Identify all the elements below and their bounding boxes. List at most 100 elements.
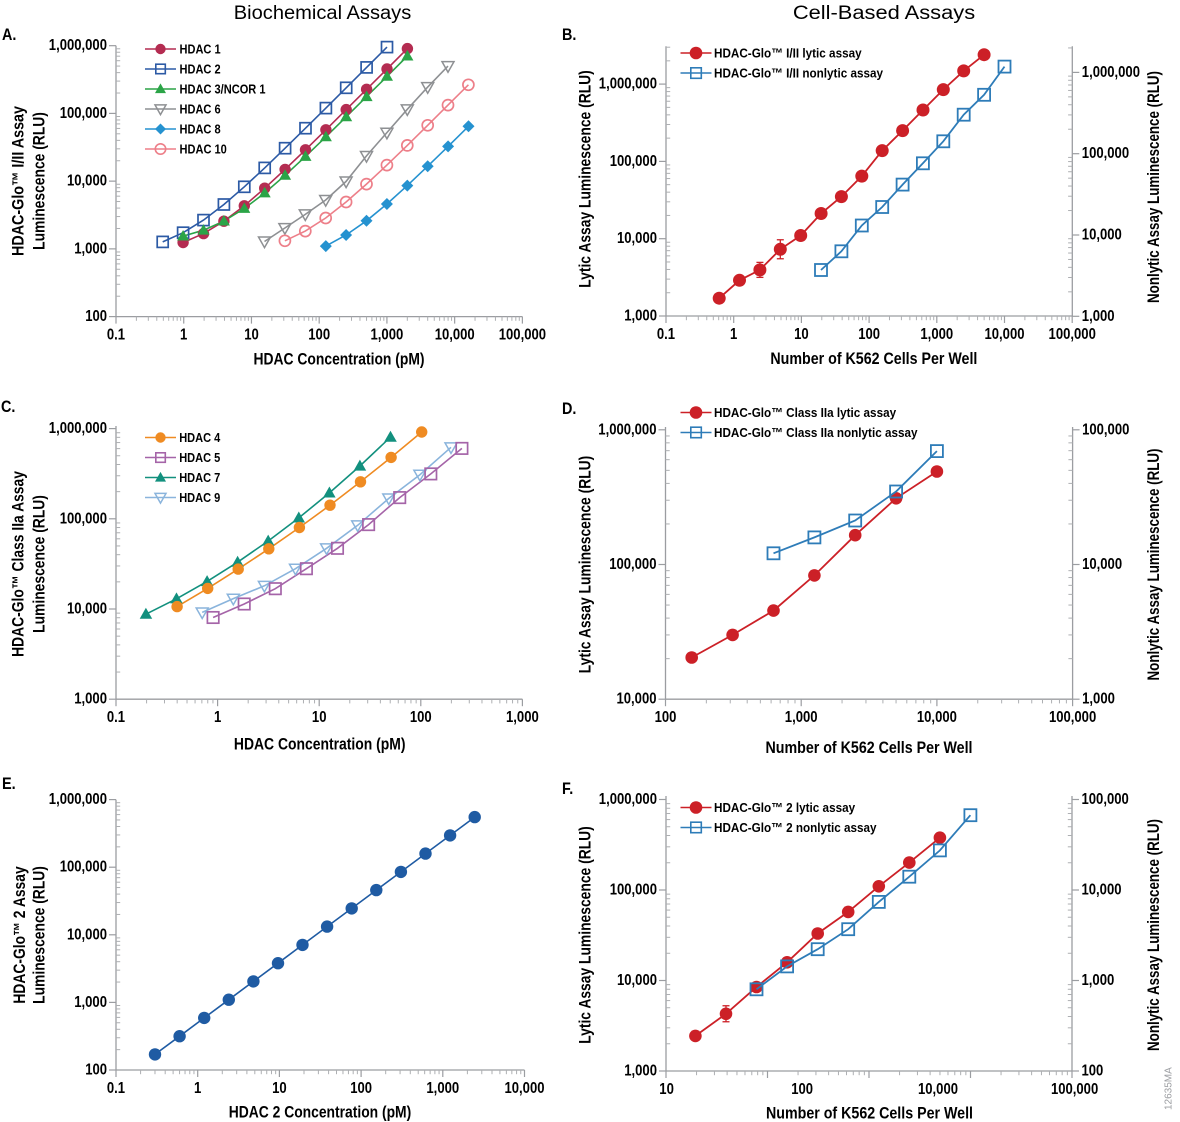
svg-text:100: 100 [350, 1080, 372, 1097]
svg-text:1,000: 1,000 [426, 1080, 459, 1097]
svg-text:Luminescence (RLU): Luminescence (RLU) [31, 495, 49, 633]
svg-text:D.: D. [562, 399, 576, 418]
svg-text:Biochemical Assays: Biochemical Assays [234, 3, 412, 24]
svg-text:Nonlytic Assay Luminescence (R: Nonlytic Assay Luminescence (RLU) [1145, 819, 1163, 1051]
svg-text:HDAC 2: HDAC 2 [180, 62, 221, 77]
svg-text:Number of K562 Cells Per Well: Number of K562 Cells Per Well [766, 1105, 973, 1122]
svg-text:B.: B. [562, 25, 576, 44]
svg-text:HDAC 5: HDAC 5 [179, 450, 220, 465]
svg-text:HDAC 10: HDAC 10 [180, 142, 227, 157]
svg-text:1,000: 1,000 [74, 994, 107, 1011]
svg-text:12635MA: 12635MA [1164, 1067, 1175, 1110]
svg-text:1,000: 1,000 [785, 709, 818, 726]
svg-text:Luminescence (RLU): Luminescence (RLU) [31, 112, 49, 250]
svg-text:100: 100 [85, 308, 107, 325]
svg-text:100: 100 [308, 327, 330, 344]
svg-text:100,000: 100,000 [499, 327, 546, 344]
svg-text:10,000: 10,000 [917, 709, 957, 726]
svg-text:0.1: 0.1 [107, 709, 126, 726]
svg-text:HDAC 3/NCOR 1: HDAC 3/NCOR 1 [180, 82, 266, 97]
svg-text:1,000,000: 1,000,000 [49, 37, 107, 54]
svg-text:100,000: 100,000 [609, 556, 656, 573]
svg-text:1,000: 1,000 [624, 308, 657, 325]
svg-text:10,000: 10,000 [918, 1081, 958, 1098]
svg-text:10,000: 10,000 [67, 601, 107, 618]
svg-text:100,000: 100,000 [1082, 791, 1129, 808]
svg-text:100: 100 [655, 709, 677, 726]
svg-text:1,000: 1,000 [624, 1063, 657, 1080]
svg-text:HDAC Concentration (pM): HDAC Concentration (pM) [254, 351, 425, 369]
svg-text:100: 100 [85, 1062, 107, 1079]
svg-text:HDAC-Glo™ I/II nonlytic assay: HDAC-Glo™ I/II nonlytic assay [714, 66, 884, 81]
svg-text:10: 10 [794, 326, 809, 343]
svg-text:10,000: 10,000 [1082, 227, 1122, 244]
svg-text:HDAC 4: HDAC 4 [179, 430, 221, 445]
svg-text:Luminescence (RLU): Luminescence (RLU) [31, 866, 49, 1004]
svg-text:HDAC-Glo™ Class IIa nonlytic a: HDAC-Glo™ Class IIa nonlytic assay [714, 425, 918, 440]
svg-text:Lytic Assay Luminescence (RLU): Lytic Assay Luminescence (RLU) [577, 456, 595, 674]
svg-text:10: 10 [272, 1080, 287, 1097]
svg-text:10,000: 10,000 [985, 326, 1025, 343]
svg-text:1,000,000: 1,000,000 [599, 76, 657, 93]
svg-text:10,000: 10,000 [1082, 882, 1122, 899]
svg-text:1: 1 [730, 326, 738, 343]
svg-text:100,000: 100,000 [60, 105, 107, 122]
svg-text:0.1: 0.1 [657, 326, 676, 343]
svg-text:HDAC 8: HDAC 8 [180, 122, 221, 137]
svg-text:0.1: 0.1 [107, 327, 126, 344]
svg-text:10,000: 10,000 [617, 972, 657, 989]
svg-text:100,000: 100,000 [1049, 709, 1096, 726]
svg-text:C.: C. [1, 397, 15, 416]
svg-text:HDAC-Glo™ I/II Assay: HDAC-Glo™ I/II Assay [10, 106, 28, 256]
svg-text:10,000: 10,000 [617, 691, 657, 708]
svg-text:HDAC-Glo™ Class IIa lytic assa: HDAC-Glo™ Class IIa lytic assay [714, 405, 897, 420]
svg-text:Cell-Based Assays: Cell-Based Assays [793, 3, 975, 24]
svg-text:1,000: 1,000 [506, 709, 539, 726]
svg-text:1,000,000: 1,000,000 [599, 791, 657, 808]
svg-text:10,000: 10,000 [435, 327, 475, 344]
svg-text:HDAC-Glo™ 2 nonlytic assay: HDAC-Glo™ 2 nonlytic assay [714, 820, 877, 835]
svg-text:HDAC Concentration (pM): HDAC Concentration (pM) [234, 736, 406, 754]
svg-text:1: 1 [194, 1080, 202, 1097]
svg-text:100: 100 [858, 326, 880, 343]
svg-text:E.: E. [2, 774, 16, 793]
svg-text:100,000: 100,000 [60, 859, 107, 876]
svg-text:10,000: 10,000 [67, 173, 107, 190]
svg-text:1,000: 1,000 [1082, 308, 1115, 325]
svg-text:HDAC 9: HDAC 9 [179, 490, 220, 505]
svg-text:HDAC-Glo™ Class IIa Assay: HDAC-Glo™ Class IIa Assay [10, 471, 28, 657]
svg-text:10,000: 10,000 [505, 1080, 545, 1097]
svg-text:Number of K562 Cells Per Well: Number of K562 Cells Per Well [770, 350, 977, 368]
svg-text:10,000: 10,000 [617, 230, 657, 247]
svg-text:F.: F. [562, 779, 573, 798]
svg-text:100,000: 100,000 [1049, 326, 1096, 343]
svg-text:Nonlytic Assay Luminescence (R: Nonlytic Assay Luminescence (RLU) [1145, 449, 1163, 681]
svg-text:1,000: 1,000 [1082, 972, 1115, 989]
svg-text:HDAC-Glo™ 2 lytic assay: HDAC-Glo™ 2 lytic assay [714, 800, 856, 815]
svg-text:1,000: 1,000 [74, 691, 107, 708]
svg-text:10,000: 10,000 [67, 926, 107, 943]
svg-text:1,000,000: 1,000,000 [598, 421, 656, 438]
svg-text:100: 100 [1082, 1063, 1104, 1080]
svg-text:1: 1 [180, 327, 188, 344]
svg-text:100: 100 [791, 1081, 813, 1098]
svg-text:100,000: 100,000 [1082, 421, 1129, 438]
svg-text:10,000: 10,000 [1082, 556, 1122, 573]
svg-text:10: 10 [244, 327, 259, 344]
svg-text:100,000: 100,000 [60, 510, 107, 527]
svg-text:100,000: 100,000 [610, 153, 657, 170]
svg-text:Lytic Assay Luminescence (RLU): Lytic Assay Luminescence (RLU) [577, 70, 595, 288]
svg-text:HDAC 1: HDAC 1 [180, 42, 221, 57]
svg-text:1,000,000: 1,000,000 [1082, 64, 1140, 81]
svg-text:100,000: 100,000 [1082, 145, 1129, 162]
svg-text:1,000: 1,000 [74, 240, 107, 257]
svg-text:1,000,000: 1,000,000 [49, 791, 107, 808]
svg-text:HDAC 7: HDAC 7 [179, 470, 220, 485]
svg-text:Number of K562 Cells Per Well: Number of K562 Cells Per Well [766, 739, 973, 757]
svg-text:100: 100 [410, 709, 432, 726]
svg-text:HDAC 6: HDAC 6 [180, 102, 221, 117]
svg-text:10: 10 [312, 709, 327, 726]
svg-text:Nonlytic Assay Luminescence (R: Nonlytic Assay Luminescence (RLU) [1145, 71, 1163, 303]
svg-text:1,000: 1,000 [371, 327, 404, 344]
svg-text:HDAC 2 Concentration (pM): HDAC 2 Concentration (pM) [229, 1104, 411, 1122]
